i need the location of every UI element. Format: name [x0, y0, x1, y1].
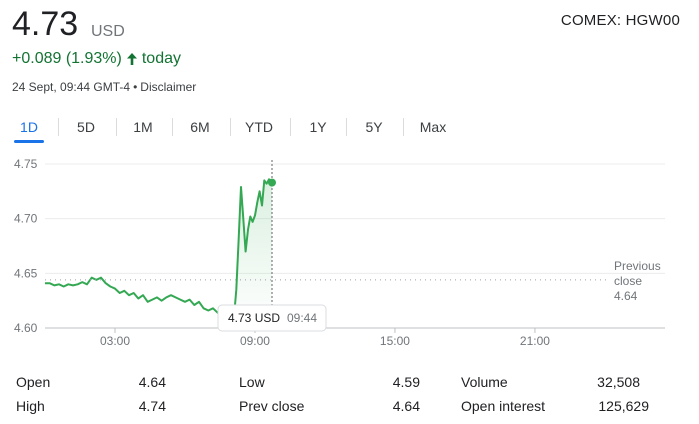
- timestamp: 24 Sept, 09:44 GMT-4: [12, 80, 131, 94]
- x-tick-label: 15:00: [380, 334, 410, 348]
- cursor-dot: [268, 178, 277, 187]
- chart-tooltip: 4.73 USD 09:44: [217, 304, 327, 332]
- tab-1y[interactable]: 1Y: [309, 119, 327, 135]
- previous-close-label: Previous: [614, 259, 661, 273]
- y-tick-label: 4.60: [14, 321, 38, 335]
- tooltip-price: 4.73 USD: [228, 311, 280, 325]
- tooltip-box: [217, 304, 327, 332]
- previous-close-value: 4.64: [614, 289, 638, 303]
- y-tick-label: 4.70: [14, 212, 38, 226]
- previous-close-label: close: [614, 274, 642, 288]
- stat-label-open: Open: [16, 374, 51, 390]
- y-tick-label: 4.75: [14, 157, 38, 171]
- arrow-up-icon: [126, 53, 137, 65]
- tab-divider: [403, 118, 404, 136]
- stat-value-open-interest: 125,629: [598, 398, 649, 414]
- tab-divider: [290, 118, 291, 136]
- price-area: [236, 179, 272, 328]
- disclaimer-link[interactable]: Disclaimer: [140, 80, 197, 94]
- price-change: +0.089 (1.93%): [12, 50, 122, 67]
- stat-label-prev-close: Prev close: [239, 398, 305, 414]
- stat-label-high: High: [16, 398, 45, 414]
- price-change-row: +0.089 (1.93%) today: [12, 50, 181, 68]
- stat-value-prev-close: 4.64: [392, 398, 420, 414]
- stat-label-low: Low: [239, 374, 265, 390]
- x-tick-label: 09:00: [240, 334, 270, 348]
- stat-label-volume: Volume: [461, 374, 508, 390]
- stat-value-open: 4.64: [138, 374, 166, 390]
- tab-divider: [230, 118, 231, 136]
- tab-6m[interactable]: 6M: [190, 119, 210, 135]
- stat-label-open-interest: Open interest: [461, 398, 546, 414]
- change-period: today: [141, 50, 181, 67]
- tab-5y[interactable]: 5Y: [365, 119, 383, 135]
- price-line: [45, 178, 273, 322]
- tab-divider: [346, 118, 347, 136]
- tooltip-time: 09:44: [287, 311, 317, 325]
- x-tick-label: 21:00: [520, 334, 550, 348]
- x-tick-label: 03:00: [100, 334, 130, 348]
- tab-ytd[interactable]: YTD: [245, 119, 273, 135]
- stat-value-low: 4.59: [392, 374, 420, 390]
- separator: •: [133, 80, 138, 94]
- tab-divider: [172, 118, 173, 136]
- currency-label: USD: [91, 23, 125, 40]
- current-price: 4.73: [12, 5, 79, 43]
- tab-1d[interactable]: 1D: [20, 119, 38, 135]
- range-tabs: 1D 5D 1M 6M YTD 1Y 5Y Max: [0, 112, 699, 146]
- tab-divider: [58, 118, 59, 136]
- stat-value-high: 4.74: [138, 398, 166, 414]
- tab-1m[interactable]: 1M: [133, 119, 153, 135]
- y-tick-label: 4.65: [14, 266, 38, 280]
- tab-5d[interactable]: 5D: [77, 119, 95, 135]
- exchange-symbol: COMEX: HGW00: [560, 12, 680, 29]
- stats-table: Open 4.64 High 4.74 Low 4.59 Prev close …: [0, 366, 699, 422]
- tab-divider: [116, 118, 117, 136]
- price-chart[interactable]: 4.75 4.70 4.65 4.60 03:00 09:00 15:00 21:00 Pre…: [0, 150, 699, 360]
- stat-value-volume: 32,508: [597, 374, 640, 390]
- timestamp-row: 24 Sept, 09:44 GMT-4 • Disclaimer: [12, 80, 196, 94]
- tab-max[interactable]: Max: [419, 119, 447, 135]
- active-tab-indicator: [14, 140, 44, 143]
